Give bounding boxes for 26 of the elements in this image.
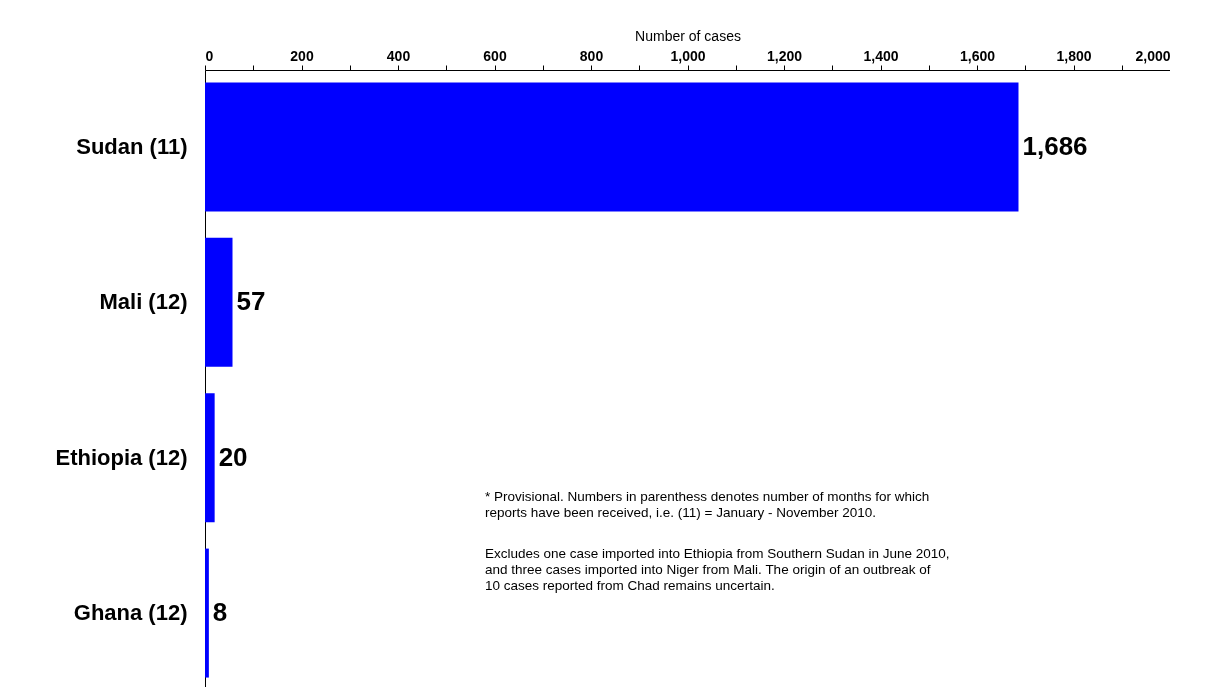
y-tick-label: Mali (12) xyxy=(99,289,188,315)
x-tick-label: 1,000 xyxy=(670,47,706,64)
x-tick-label: 1,400 xyxy=(863,47,899,64)
x-tick-label: 0 xyxy=(205,47,214,64)
x-tick-label: 2,000 xyxy=(1135,47,1171,64)
x-tick-label: 600 xyxy=(483,47,507,64)
annotation: * Provisional. Numbers in parenthess denotes number of months for which reports have been received, i.e. (11) = January - November 2010. xyxy=(485,489,930,520)
x-tick-label: 800 xyxy=(579,47,604,64)
y-tick-label: Ethiopia (12) xyxy=(55,444,188,470)
data-label: 8 xyxy=(212,597,228,628)
x-tick-label: 1,200 xyxy=(766,47,803,64)
bar xyxy=(205,548,209,678)
data-label: 57 xyxy=(236,286,266,317)
data-label: 20 xyxy=(218,441,248,472)
data-label: 1,686 xyxy=(1022,130,1088,161)
bar xyxy=(205,237,233,367)
x-tick-label: 400 xyxy=(386,47,411,64)
x-tick-label: 200 xyxy=(290,47,314,64)
x-tick-label: 1,800 xyxy=(1056,47,1092,64)
bar xyxy=(205,393,215,523)
x-tick-label: 1,600 xyxy=(959,47,996,64)
y-tick-label: Ghana (12) xyxy=(73,600,188,626)
y-tick-label: Sudan (11) xyxy=(76,133,188,159)
bar xyxy=(205,82,1019,212)
annotation: Excludes one case imported into Ethiopia from Southern Sudan in June 2010, and three cases imported into Niger from Mali. The origin of an outbreak of 10 cases reported from Chad remains uncertain. xyxy=(485,546,950,593)
x-axis-title: Number of cases xyxy=(635,27,741,44)
